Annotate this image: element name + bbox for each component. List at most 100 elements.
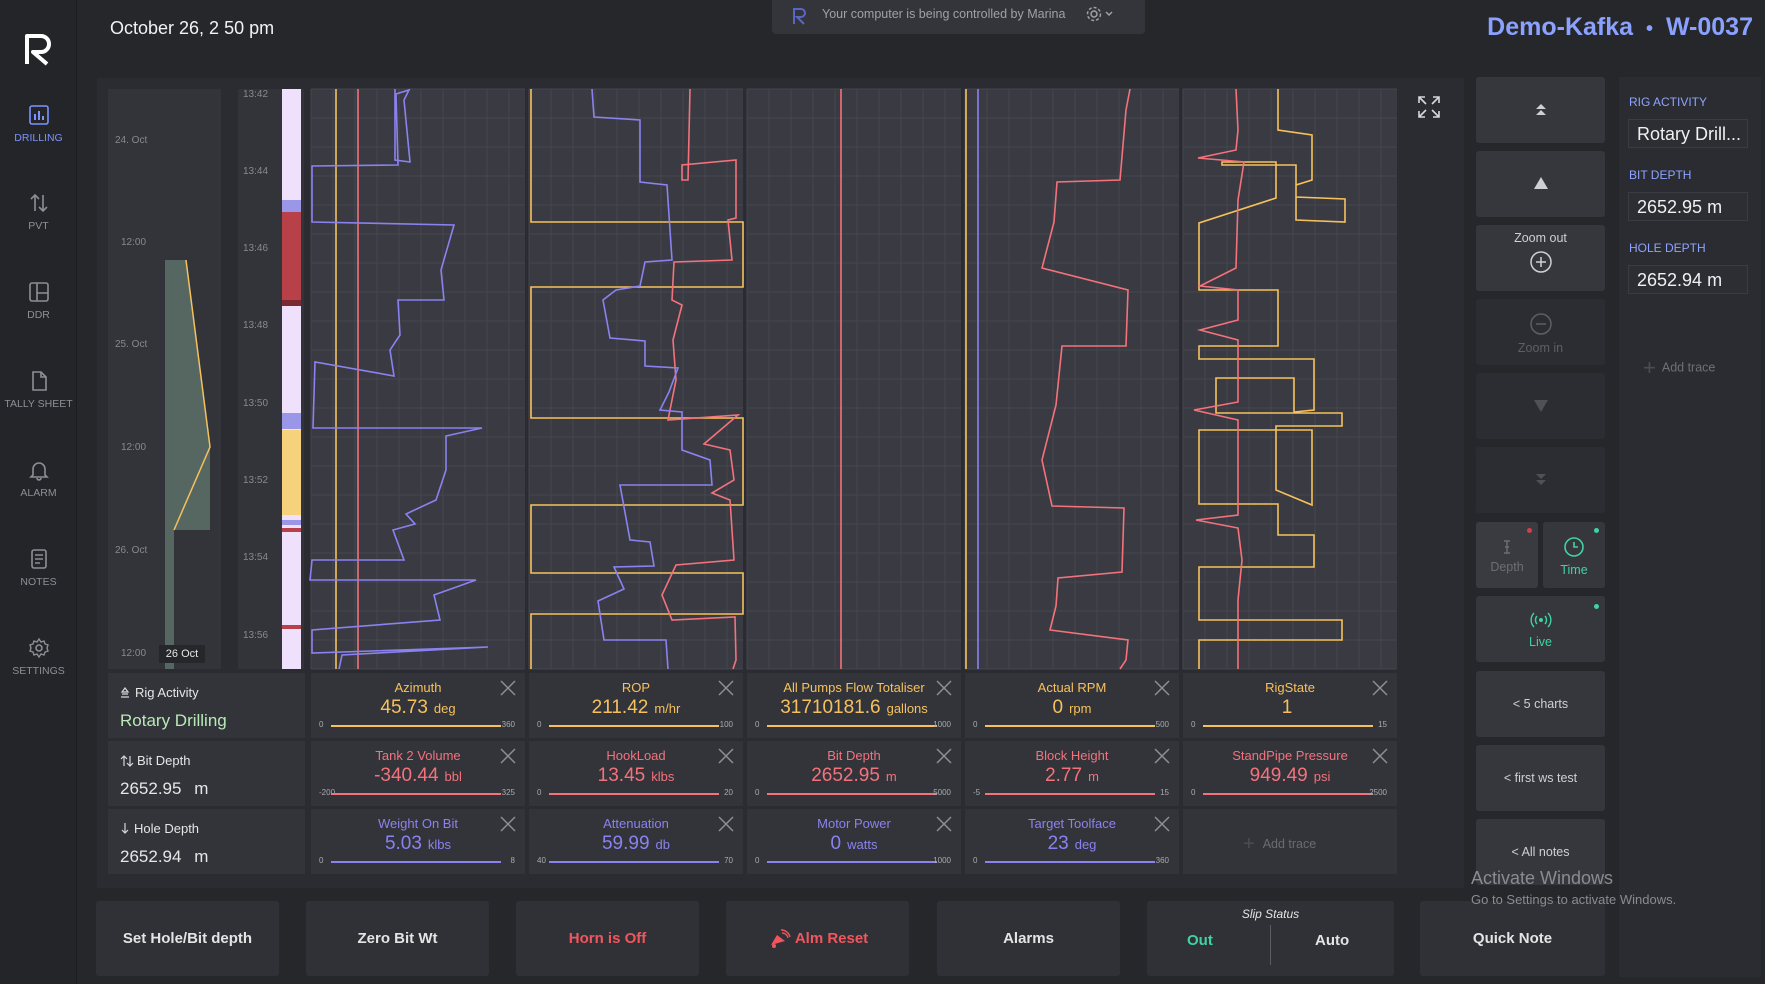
trace-legend-cell[interactable]: ROP 211.42 m/hr 0 100 <box>529 673 743 738</box>
trace-title: All Pumps Flow Totaliser <box>783 680 925 695</box>
well-name: Demo-Kafka <box>1487 13 1634 41</box>
set-hole-bit-depth-button[interactable]: Set Hole/Bit depth <box>96 901 279 976</box>
sidebar-item-ddr[interactable]: DDR <box>0 281 77 321</box>
trace-scale-bar <box>985 793 1155 795</box>
remove-trace-icon[interactable] <box>717 679 735 697</box>
trace-legend-cell[interactable]: + Add trace <box>1183 809 1397 874</box>
trace-legend-cell[interactable]: Azimuth 45.73 deg 0 360 <box>311 673 525 738</box>
zoom-out-button[interactable]: Zoom out <box>1476 225 1605 291</box>
live-status-dot <box>1594 604 1599 609</box>
alarm-reset-button[interactable]: Alm Reset <box>726 901 909 976</box>
trace-max: 2500 <box>1369 788 1387 797</box>
trace-max: 100 <box>719 720 733 729</box>
remove-trace-icon[interactable] <box>935 679 953 697</box>
trace-min: 40 <box>537 856 546 865</box>
scroll-top-button[interactable] <box>1476 77 1605 143</box>
trace-legend-cell[interactable]: Tank 2 Volume -340.44 bbl -200 325 <box>311 741 525 806</box>
activity-segment <box>282 528 301 532</box>
alarms-button[interactable]: Alarms <box>937 901 1120 976</box>
trace-scale-bar <box>985 725 1155 727</box>
remove-trace-icon[interactable] <box>499 679 517 697</box>
plus-circle-icon <box>1529 251 1552 273</box>
trace-legend-cell[interactable]: Bit Depth 2652.95 m 0 5000 <box>747 741 961 806</box>
add-trace-button[interactable]: + Add trace <box>1243 833 1316 856</box>
sidebar-item-notes[interactable]: NOTES <box>0 548 77 588</box>
slip-auto-option[interactable]: Auto <box>1315 932 1350 949</box>
time-tick: 13:52 <box>243 475 269 486</box>
remove-trace-icon[interactable] <box>1371 747 1389 765</box>
slip-out-option[interactable]: Out <box>1187 932 1213 949</box>
sidebar-item-drilling[interactable]: DRILLING <box>0 104 77 144</box>
add-trace-button[interactable]: + Add trace <box>1643 355 1715 381</box>
trace-scale-bar <box>549 725 719 727</box>
zoom-in-button[interactable]: Zoom in <box>1476 299 1605 365</box>
all-notes-link[interactable]: < All notes <box>1476 819 1605 885</box>
remove-trace-icon[interactable] <box>1153 815 1171 833</box>
clock-icon <box>1564 537 1584 557</box>
activity-segment <box>282 520 301 525</box>
trace-legend-cell[interactable]: Target Toolface 23 deg 0 360 <box>965 809 1179 874</box>
app-logo[interactable] <box>22 32 54 66</box>
depth-status-dot <box>1527 528 1532 533</box>
plus-icon: + <box>1243 833 1255 855</box>
trace-min: 0 <box>1191 788 1196 797</box>
remove-trace-icon[interactable] <box>717 815 735 833</box>
quick-note-button[interactable]: Quick Note <box>1420 901 1605 976</box>
trace-legend-cell[interactable]: Attenuation 59.99 db 40 70 <box>529 809 743 874</box>
remove-trace-icon[interactable] <box>935 815 953 833</box>
rig-activity-heading: RIG ACTIVITY <box>1629 95 1708 109</box>
depth-mode-button[interactable]: Depth <box>1476 522 1538 588</box>
sidebar-item-label: PVT <box>28 220 49 232</box>
bit-depth-value: 2652.95 <box>120 779 182 798</box>
sidebar-item-alarm[interactable]: ALARM <box>0 459 77 499</box>
trace-unit: m/hr <box>654 701 681 716</box>
trace-unit: gallons <box>886 701 928 716</box>
bar-chart-icon <box>28 105 49 125</box>
trace-value: 31710181.6 <box>780 697 881 718</box>
trace-legend-cell[interactable]: Motor Power 0 watts 0 1000 <box>747 809 961 874</box>
trace-legend-cell[interactable]: RigState 1 0 15 <box>1183 673 1397 738</box>
remove-trace-icon[interactable] <box>1153 679 1171 697</box>
trace-legend-cell[interactable]: Weight On Bit 5.03 klbs 0 8 <box>311 809 525 874</box>
remove-trace-icon[interactable] <box>1153 747 1171 765</box>
scroll-up-button[interactable] <box>1476 151 1605 217</box>
hole-depth-value: 2652.94 <box>120 847 182 866</box>
overview-label: 12:00 <box>121 442 147 453</box>
charts-back-link[interactable]: < 5 charts <box>1476 671 1605 737</box>
trace-legend-cell[interactable]: Block Height 2.77 m -5 15 <box>965 741 1179 806</box>
trace-value-row: 23 deg <box>965 833 1179 855</box>
trace-unit: rpm <box>1069 701 1092 716</box>
notes-icon <box>30 549 47 569</box>
remove-trace-icon[interactable] <box>1371 679 1389 697</box>
banner-settings-button[interactable] <box>1086 5 1116 26</box>
trace-legend-cell[interactable]: HookLoad 13.45 klbs 0 20 <box>529 741 743 806</box>
trace-max: 1000 <box>933 856 951 865</box>
trace-legend-cell[interactable]: Actual RPM 0 rpm 0 500 <box>965 673 1179 738</box>
remove-trace-icon[interactable] <box>499 747 517 765</box>
rig-activity-value: Rotary Drilling <box>120 711 227 730</box>
overview-track <box>108 89 221 669</box>
remove-trace-icon[interactable] <box>499 815 517 833</box>
sidebar-item-pvt[interactable]: PVT <box>0 192 77 232</box>
sidebar-item-settings[interactable]: SETTINGS <box>0 637 77 677</box>
trace-scale-bar <box>549 861 719 863</box>
horn-button[interactable]: Horn is Off <box>516 901 699 976</box>
remove-trace-icon[interactable] <box>717 747 735 765</box>
scroll-bottom-button[interactable] <box>1476 447 1605 513</box>
trace-value-row: 949.49 psi <box>1183 765 1397 787</box>
trace-legend-cell[interactable]: StandPipe Pressure 949.49 psi 0 2500 <box>1183 741 1397 806</box>
current-day-badge: 26 Oct <box>159 645 205 663</box>
trace-legend-cell[interactable]: All Pumps Flow Totaliser 31710181.6 gallon… <box>747 673 961 738</box>
live-button[interactable]: Live <box>1476 596 1605 662</box>
trace-unit: deg <box>1074 837 1097 852</box>
zero-bit-wt-button[interactable]: Zero Bit Wt <box>306 901 489 976</box>
gear-icon <box>28 637 49 659</box>
first-ws-test-link[interactable]: < first ws test <box>1476 745 1605 811</box>
trace-scale-bar <box>767 861 937 863</box>
panels-icon <box>28 282 49 302</box>
sidebar-item-tally-sheet[interactable]: TALLY SHEET <box>0 370 77 410</box>
remove-trace-icon[interactable] <box>935 747 953 765</box>
time-mode-button[interactable]: Time <box>1543 522 1605 588</box>
expand-icon[interactable] <box>1416 94 1442 120</box>
scroll-down-button[interactable] <box>1476 373 1605 439</box>
